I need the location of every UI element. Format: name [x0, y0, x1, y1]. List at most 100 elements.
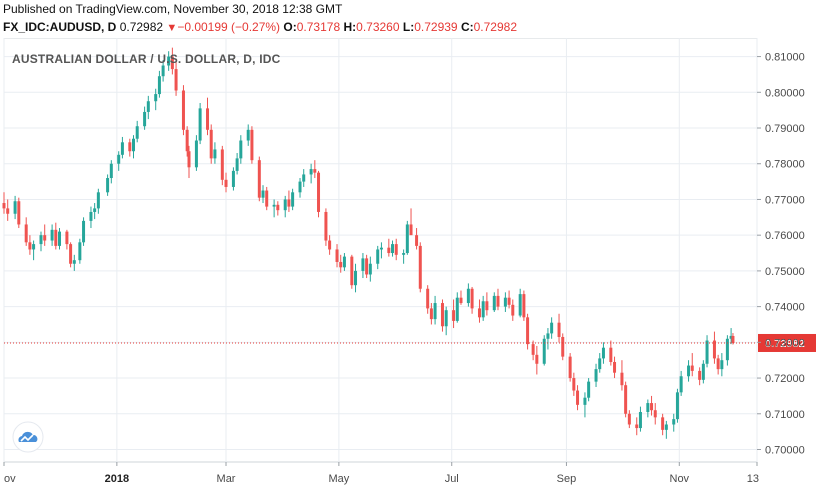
candle-body [342, 256, 346, 268]
candle-up [291, 188, 295, 211]
y-tick-label: 0.78000 [765, 159, 805, 171]
candle-body [698, 370, 702, 380]
symbol-label: FX_IDC:AUDUSD, D [3, 20, 117, 34]
candle-body [620, 372, 624, 386]
candle-up [503, 292, 507, 312]
candle-up [82, 217, 86, 246]
candle-up [391, 240, 395, 257]
candle-down [511, 299, 515, 321]
candle-body [13, 201, 17, 214]
candle-down [613, 356, 617, 379]
last-price: 0.72982 [119, 20, 164, 34]
candle-down [572, 372, 576, 396]
candle-body [394, 244, 398, 255]
candle-body [496, 295, 500, 307]
candle-up [120, 136, 124, 159]
candle-down [477, 299, 481, 323]
candle-body [531, 344, 535, 355]
candle-body [28, 242, 32, 250]
candle-up [194, 135, 198, 171]
candle-up [298, 178, 302, 198]
candle-down [339, 254, 343, 273]
price-change: −0.00199 (−0.27%) [177, 20, 281, 34]
candle-down [128, 138, 132, 157]
candle-up [146, 95, 150, 120]
x-tick-label: Mar [217, 473, 236, 485]
candle-up [379, 242, 383, 259]
grid [3, 38, 758, 462]
candle-body [387, 247, 391, 254]
candle-down [426, 285, 430, 314]
candle-body [503, 297, 507, 307]
candle-body [609, 347, 613, 362]
candle-body [93, 208, 97, 212]
candle-down [328, 235, 332, 255]
candle-down [535, 345, 539, 375]
candle-up [272, 199, 276, 218]
y-tick-label: 0.80000 [765, 87, 805, 99]
candle-body [429, 308, 433, 320]
candle-body [317, 172, 321, 212]
candle-down [731, 333, 735, 345]
candle-body [2, 203, 6, 209]
high-value: 0.73260 [356, 20, 400, 34]
candle-body [157, 76, 161, 95]
candle-body [69, 244, 73, 264]
candle-body [687, 365, 691, 377]
candle-body [477, 308, 481, 318]
candle-body [224, 179, 228, 187]
candle-up [143, 106, 147, 130]
candle-down [620, 360, 624, 391]
candle-body [143, 111, 147, 127]
candle-down [287, 190, 291, 212]
candle-down [496, 288, 500, 311]
candle-up [646, 399, 650, 418]
last-price-badge [758, 333, 816, 352]
candlestick-chart[interactable]: 0.72982 0.70000 0.71000 0.72000 0.73000 0.74… [0, 38, 820, 500]
candles [2, 47, 735, 439]
candle-body [361, 258, 365, 271]
candle-body [283, 199, 287, 211]
last-price-line-group: 0.72982 [4, 333, 816, 352]
tradingview-cloud-icon[interactable] [12, 421, 44, 453]
candle-down [224, 172, 228, 193]
candle-body [324, 211, 328, 241]
candle-down [507, 290, 511, 309]
x-axis[interactable]: ov 2018 Mar May Jul Sep Nov 13 [3, 462, 759, 485]
candle-down [485, 292, 489, 316]
candle-down [627, 410, 631, 429]
candle-up [433, 295, 437, 325]
candle-down [561, 333, 565, 361]
candle-down [635, 417, 639, 436]
candle-up [402, 249, 406, 264]
candle-body [132, 138, 136, 152]
candle-down [181, 85, 185, 136]
candle-up [109, 160, 113, 184]
candle-body [50, 229, 54, 241]
candle-body [672, 419, 676, 425]
candle-down [440, 299, 444, 332]
candle-body [405, 224, 409, 254]
plot-area[interactable] [3, 38, 758, 463]
candle-up [167, 51, 171, 71]
candle-down [576, 385, 580, 411]
candle-body [583, 397, 587, 405]
candle-body [725, 338, 729, 361]
x-tick-label: Jul [445, 473, 459, 485]
candle-up [594, 363, 598, 387]
candle-body [720, 360, 724, 370]
candle-up [481, 295, 485, 321]
candle-down [174, 61, 178, 96]
candle-body [653, 410, 657, 418]
candle-body [58, 231, 62, 246]
candle-body [650, 403, 654, 411]
candle-body [96, 192, 100, 209]
y-axis[interactable]: 0.70000 0.71000 0.72000 0.73000 0.74000 0.750… [757, 52, 805, 457]
candle-body [350, 256, 354, 286]
candle-body [246, 129, 250, 141]
candle-body [117, 154, 121, 164]
candle-body [354, 270, 358, 286]
candle-body [542, 338, 546, 364]
candle-body [518, 294, 522, 316]
candle-up [444, 306, 448, 336]
